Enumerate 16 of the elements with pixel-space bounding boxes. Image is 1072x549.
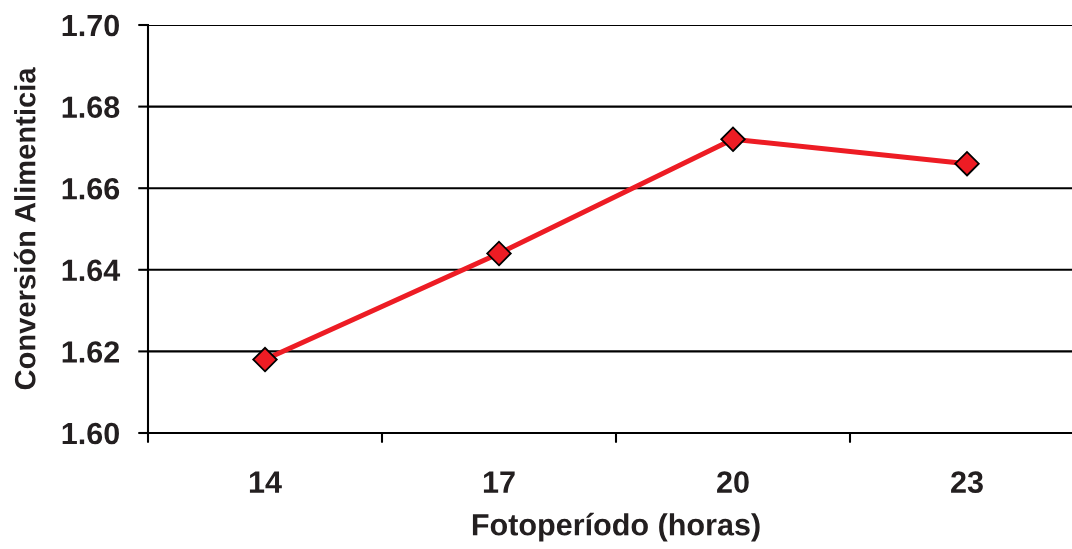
- y-tick-label: 1.70: [62, 14, 119, 37]
- x-tick-label: 20: [717, 471, 749, 493]
- point: [252, 346, 278, 373]
- y-tick-label: 1.60: [62, 422, 119, 445]
- y-tick-label: 1.66: [62, 177, 120, 200]
- x-tick-label: 14: [249, 471, 282, 493]
- x-tick-label: 17: [483, 471, 515, 493]
- y-tick-label: 1.68: [62, 96, 120, 118]
- x-axis-title: Fotoperíodo (horas): [472, 512, 760, 542]
- y-axis-title: Conversión Alimenticia: [13, 67, 36, 390]
- x-tick-label: 23: [951, 471, 983, 493]
- point: [954, 151, 980, 177]
- point: [486, 240, 512, 267]
- y-tick-label: 1.64: [62, 259, 121, 282]
- point: [720, 126, 746, 152]
- y-tick-label: 1.62: [62, 341, 119, 363]
